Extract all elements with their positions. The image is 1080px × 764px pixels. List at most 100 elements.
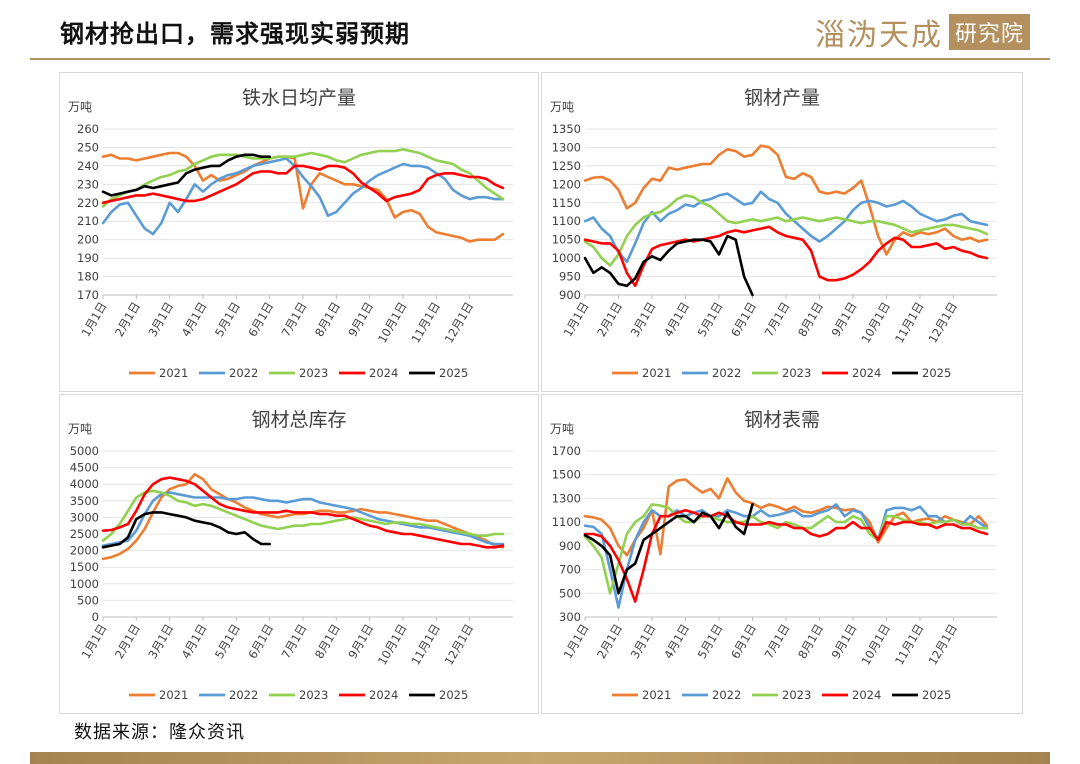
chart-title: 钢材表需: [744, 409, 820, 431]
legend-label-2021: 2021: [159, 366, 188, 380]
logo-text: 淄沩天成: [814, 18, 943, 53]
y-tick-label: 250: [77, 140, 99, 154]
y-tick-label: 190: [77, 251, 99, 265]
y-tick-label: 900: [559, 288, 581, 302]
series-line-2021: [583, 477, 989, 557]
legend-label-2024: 2024: [852, 366, 881, 380]
logo-box: 研究院: [948, 14, 1030, 50]
x-tick-label: 9月1日: [829, 300, 860, 340]
legend-label-2022: 2022: [229, 366, 258, 380]
x-tick-label: 2月1日: [112, 622, 143, 662]
series-line-2025: [583, 234, 754, 297]
x-tick-label: 7月1日: [762, 300, 793, 340]
x-tick-label: 5月1日: [212, 300, 243, 340]
y-tick-label: 1000: [70, 577, 99, 591]
series-line-2025: [101, 153, 271, 197]
x-tick-label: 7月1日: [762, 622, 793, 662]
y-tick-label: 1500: [552, 468, 581, 482]
y-tick-label: 1350: [552, 122, 581, 136]
x-tick-label: 5月1日: [695, 622, 726, 662]
x-tick-label: 12月1日: [925, 622, 960, 668]
y-tick-label: 0: [92, 610, 99, 624]
chart-title: 铁水日均产量: [242, 87, 356, 109]
y-tick-label: 2500: [70, 527, 99, 541]
y-tick-label: 1700: [552, 444, 581, 458]
series-line-2025: [101, 511, 271, 549]
y-tick-label: 4000: [70, 477, 99, 491]
x-tick-label: 8月1日: [795, 622, 826, 662]
y-tick-label: 4500: [70, 461, 99, 475]
legend-label-2023: 2023: [782, 688, 811, 702]
y-tick-label: 950: [559, 270, 581, 284]
x-tick-label: 3月1日: [628, 622, 659, 662]
x-tick-label: 3月1日: [145, 300, 176, 340]
chart-title: 钢材产量: [744, 87, 820, 109]
legend-label-2022: 2022: [712, 688, 741, 702]
x-tick-label: 8月1日: [795, 300, 826, 340]
x-tick-label: 1月1日: [79, 300, 110, 340]
series-line-2024: [101, 476, 505, 549]
y-tick-label: 170: [77, 288, 99, 302]
x-tick-label: 2月1日: [112, 300, 143, 340]
x-tick-label: 11月1日: [892, 300, 927, 346]
page-title: 钢材抢出口，需求强现实弱预期: [60, 19, 410, 48]
y-unit-label: 万吨: [68, 100, 92, 114]
x-tick-label: 10月1日: [375, 622, 410, 668]
x-tick-label: 8月1日: [312, 622, 343, 662]
legend-label-2024: 2024: [852, 688, 881, 702]
series-line-2022: [101, 491, 505, 547]
x-tick-label: 4月1日: [179, 300, 210, 340]
series-line-2021: [583, 144, 989, 256]
y-tick-label: 300: [559, 610, 581, 624]
x-tick-label: 11月1日: [892, 622, 927, 668]
x-tick-label: 2月1日: [594, 622, 625, 662]
y-tick-label: 220: [77, 196, 99, 210]
legend-label-2021: 2021: [159, 688, 188, 702]
legend-label-2025: 2025: [922, 688, 951, 702]
x-tick-label: 12月1日: [442, 300, 477, 346]
x-tick-label: 2月1日: [594, 300, 625, 340]
x-tick-label: 10月1日: [375, 300, 410, 346]
y-tick-label: 900: [559, 539, 581, 553]
legend-label-2025: 2025: [922, 366, 951, 380]
y-tick-label: 500: [77, 593, 99, 607]
x-tick-label: 11月1日: [408, 300, 443, 346]
y-tick-label: 1000: [552, 251, 581, 265]
x-tick-label: 9月1日: [345, 622, 376, 662]
series-line-2022: [583, 503, 989, 609]
x-tick-label: 6月1日: [245, 300, 276, 340]
series-line-2023: [101, 148, 505, 208]
y-tick-label: 210: [77, 214, 99, 228]
x-tick-label: 6月1日: [728, 300, 759, 340]
y-tick-label: 1300: [552, 491, 581, 505]
x-tick-label: 10月1日: [858, 622, 893, 668]
y-tick-label: 1200: [552, 177, 581, 191]
legend-label-2025: 2025: [439, 688, 468, 702]
chart-title: 钢材总库存: [251, 409, 346, 431]
y-tick-label: 1050: [552, 233, 581, 247]
bottom-decor-bar: [30, 752, 1050, 764]
x-tick-label: 4月1日: [661, 300, 692, 340]
x-tick-label: 1月1日: [79, 622, 110, 662]
y-tick-label: 2000: [70, 544, 99, 558]
series-line-2025: [583, 503, 754, 595]
x-tick-label: 12月1日: [442, 622, 477, 668]
y-unit-label: 万吨: [68, 422, 92, 436]
y-tick-label: 1250: [552, 159, 581, 173]
y-tick-label: 1100: [552, 515, 581, 529]
x-tick-label: 11月1日: [408, 622, 443, 668]
series-line-2023: [101, 489, 505, 542]
chart-panel-steel-demand: 钢材表需 万吨 300 500 700 900 1100 1300 1500 1700 1月1日 2月…: [541, 394, 1023, 714]
x-tick-label: 6月1日: [245, 622, 276, 662]
series-line-2022: [583, 190, 989, 264]
legend-label-2021: 2021: [642, 366, 671, 380]
series-line-2023: [583, 194, 989, 267]
legend-label-2024: 2024: [369, 688, 398, 702]
chart-panel-steel-inventory: 钢材总库存 万吨 0 500 1000 1500 2000 2500 3000 3500 4000 4…: [59, 394, 539, 714]
y-tick-label: 180: [77, 270, 99, 284]
legend-label-2021: 2021: [642, 688, 671, 702]
x-tick-label: 5月1日: [212, 622, 243, 662]
